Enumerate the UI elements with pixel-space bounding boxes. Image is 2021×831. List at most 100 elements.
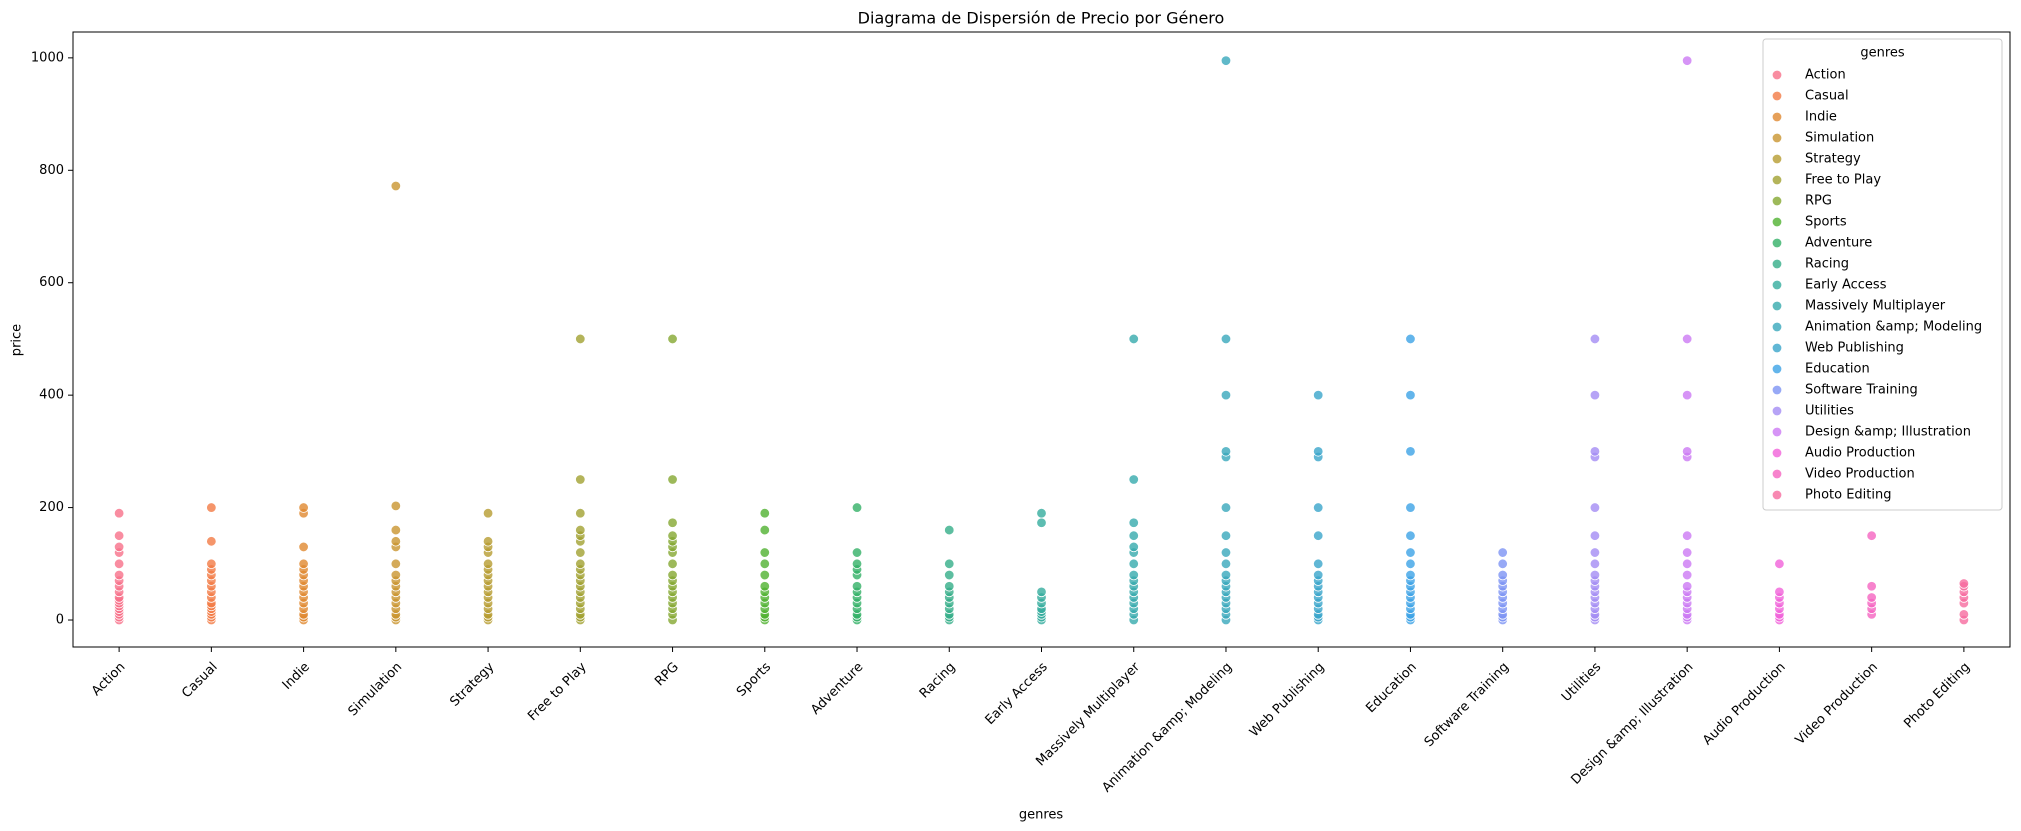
point xyxy=(1128,474,1139,485)
legend-marker xyxy=(1771,111,1783,123)
point xyxy=(1589,502,1601,513)
point xyxy=(1589,547,1601,558)
point xyxy=(1220,569,1232,581)
series xyxy=(482,508,494,626)
legend-marker xyxy=(1771,363,1783,375)
point xyxy=(1774,558,1785,570)
point xyxy=(851,502,863,513)
point xyxy=(759,581,770,592)
series xyxy=(1866,530,1877,620)
legend-marker xyxy=(1771,384,1783,396)
x-tick-label: Action xyxy=(89,660,128,699)
series xyxy=(1958,578,1970,626)
x-tick-label: Web Publishing xyxy=(1247,660,1328,741)
point xyxy=(1128,517,1139,528)
legend-box xyxy=(1762,38,2003,511)
legend-label: Education xyxy=(1805,362,1870,377)
x-tick-label: Education xyxy=(1363,660,1419,716)
legend-marker xyxy=(1771,342,1783,354)
x-tick-label: Sports xyxy=(734,660,774,700)
series xyxy=(1405,333,1416,626)
point xyxy=(1405,333,1416,345)
legend: genres Action Casual Indie Simulation Strateg… xyxy=(1762,38,2003,511)
point xyxy=(1774,586,1785,598)
legend-label: Racing xyxy=(1805,257,1849,272)
point xyxy=(667,474,678,485)
chart-title: Diagrama de Dispersión de Precio por Gén… xyxy=(858,9,1225,28)
point xyxy=(206,558,217,570)
point xyxy=(1220,55,1232,66)
legend-label: Indie xyxy=(1805,110,1837,125)
series xyxy=(1313,389,1324,626)
legend-label: Web Publishing xyxy=(1805,341,1904,356)
point xyxy=(759,558,770,570)
legend-label: Action xyxy=(1805,68,1846,83)
point xyxy=(1405,389,1416,401)
series xyxy=(1036,508,1047,626)
point xyxy=(390,500,402,512)
y-tick-label: 1000 xyxy=(31,50,64,65)
x-tick-label: Audio Production xyxy=(1700,660,1789,749)
x-tick-label: Racing xyxy=(917,660,959,702)
point xyxy=(1958,609,1970,620)
point xyxy=(667,569,678,581)
point xyxy=(1405,547,1416,558)
point xyxy=(575,474,586,485)
point xyxy=(1681,569,1693,581)
point xyxy=(1128,558,1139,570)
legend-label: Utilities xyxy=(1805,404,1854,419)
point xyxy=(667,333,678,345)
series xyxy=(206,502,217,626)
point xyxy=(1220,530,1232,541)
legend-marker xyxy=(1771,132,1783,144)
point xyxy=(667,530,678,541)
legend-label: Massively Multiplayer xyxy=(1805,299,1946,314)
point xyxy=(1866,592,1877,603)
point xyxy=(667,558,678,570)
x-tick-label: Video Production xyxy=(1793,660,1881,748)
point xyxy=(575,508,586,519)
point xyxy=(759,547,770,558)
x-tick-label: Photo Editing xyxy=(1901,660,1973,732)
point xyxy=(1681,333,1693,345)
legend-label: Video Production xyxy=(1805,467,1915,482)
legend-label: RPG xyxy=(1805,194,1832,209)
point xyxy=(390,524,402,536)
x-tick-label: Adventure xyxy=(808,660,866,718)
point xyxy=(1220,333,1232,345)
legend-label: Free to Play xyxy=(1805,173,1881,188)
point xyxy=(1313,569,1324,581)
x-tick-label: Simulation xyxy=(346,660,406,720)
legend-label: Sports xyxy=(1805,215,1847,230)
point xyxy=(1313,389,1324,401)
point xyxy=(1405,446,1416,457)
point xyxy=(1681,446,1693,457)
point xyxy=(113,558,125,570)
point xyxy=(206,536,217,547)
legend-marker xyxy=(1771,216,1783,228)
point xyxy=(1681,389,1693,401)
point xyxy=(1313,530,1324,541)
point xyxy=(1589,530,1601,541)
point xyxy=(1036,517,1047,528)
x-tick-label: Massively Multiplayer xyxy=(1033,659,1143,769)
point xyxy=(1128,530,1139,541)
series xyxy=(1128,333,1139,626)
series xyxy=(667,333,678,626)
point xyxy=(759,508,770,519)
point xyxy=(1681,558,1693,570)
legend-marker xyxy=(1771,468,1783,480)
point xyxy=(482,558,494,570)
legend-label: Audio Production xyxy=(1805,446,1915,461)
legend-label: Casual xyxy=(1805,89,1849,104)
point xyxy=(1313,446,1324,457)
point xyxy=(1220,502,1232,513)
x-tick-label: Free to Play xyxy=(525,659,590,724)
series xyxy=(1497,547,1508,626)
point xyxy=(298,541,309,553)
point xyxy=(667,517,678,528)
y-axis-label: price xyxy=(10,324,25,356)
y-tick-label: 0 xyxy=(56,613,64,628)
y-tick-label: 200 xyxy=(39,500,64,515)
point xyxy=(1866,581,1877,592)
